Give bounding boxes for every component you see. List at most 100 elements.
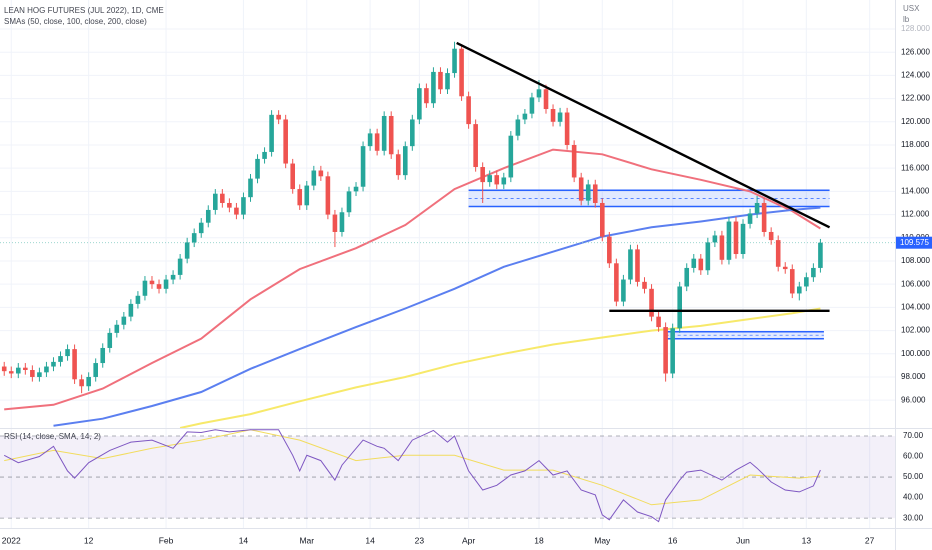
candle-body [332, 214, 338, 232]
candle-body [811, 267, 816, 278]
candle-body [719, 235, 725, 260]
unit-label: lb [903, 15, 910, 24]
y-tick-label: 118.000 [901, 140, 930, 149]
candle-body [782, 266, 788, 270]
x-tick-label: 12 [84, 535, 94, 545]
candle-body [550, 109, 556, 122]
candle-body [367, 133, 373, 147]
chart-subtitle: SMAs (50, close, 100, close, 200, close) [4, 17, 147, 26]
candle-body [761, 202, 767, 232]
candle-body [114, 324, 120, 333]
y-tick-label: 120.000 [901, 117, 930, 126]
candle-body [663, 327, 668, 374]
candle-body [621, 279, 626, 302]
labels: LEAN HOG FUTURES (JUL 2022), 1D, CME SMA… [2, 4, 932, 545]
y-tick-label: 116.000 [901, 163, 930, 172]
candle-body [283, 119, 288, 164]
candle-body [93, 363, 98, 377]
candle-body [402, 146, 408, 176]
candle-body [353, 186, 359, 192]
candle-body [684, 267, 690, 287]
candle-body [346, 191, 352, 213]
y-tick-label: 114.000 [901, 186, 930, 195]
candle-body [804, 277, 809, 287]
candle-body [452, 48, 457, 74]
candle-body [318, 170, 324, 177]
candle-body [107, 332, 113, 348]
candle-body [395, 154, 401, 176]
candle-body [170, 274, 176, 280]
candle-body [290, 163, 296, 190]
line-series [3, 429, 821, 523]
candle-body [100, 347, 106, 364]
candle-body [670, 328, 675, 374]
candle-body [522, 113, 528, 120]
candle-body [30, 370, 35, 377]
candle-body [487, 175, 493, 183]
candle-body [58, 356, 63, 362]
x-tick-label: Mar [299, 535, 314, 545]
candle-body [585, 184, 591, 201]
candle-body [438, 71, 443, 90]
x-tick-label: 14 [239, 535, 249, 545]
x-tick-label: 13 [802, 535, 812, 545]
candle-body [15, 367, 21, 374]
x-tick-label: May [594, 535, 611, 545]
candle-body [775, 240, 781, 267]
candle-body [508, 135, 514, 178]
candle-body [698, 258, 704, 271]
candle-body [121, 316, 127, 325]
candle-body [642, 281, 647, 289]
line-series [179, 307, 821, 428]
y-tick-label: 106.000 [901, 279, 930, 288]
candle-body [44, 366, 49, 373]
y-tick-label: 112.000 [901, 210, 930, 219]
x-tick-label: Feb [159, 535, 174, 545]
candle-body [747, 213, 753, 224]
candle-body [191, 233, 197, 243]
candle-body [374, 133, 380, 151]
candle-body [459, 48, 464, 97]
candle-body [220, 193, 225, 203]
y-tick-label: 96.000 [901, 395, 926, 404]
candle-body [578, 177, 584, 201]
candle-body [388, 115, 394, 155]
candle-body [234, 207, 239, 215]
x-tick-label: Jun [736, 535, 750, 545]
candle-body [614, 263, 619, 302]
rsi-tick-label: 30.00 [903, 513, 924, 522]
candle-body [494, 175, 500, 185]
last-price-badge [896, 236, 932, 249]
candle-body [304, 185, 310, 206]
candle-body [1, 366, 7, 372]
candle-body [501, 177, 507, 185]
unit-label: USX [903, 4, 920, 13]
candle-body [381, 115, 387, 151]
candle-body [677, 286, 682, 329]
last-price-label: 109.575 [900, 238, 929, 247]
candle-body [142, 280, 148, 296]
candle-body [797, 286, 802, 294]
candle-body [466, 96, 471, 125]
y-tick-label: 122.000 [901, 94, 930, 103]
y-tick-label: 128.000 [901, 24, 930, 33]
candle-body [635, 249, 640, 282]
candle-body [79, 379, 84, 387]
candle-body [712, 235, 718, 243]
candle-body [515, 119, 521, 136]
x-tick-label: 23 [415, 535, 425, 545]
x-tick-label: 16 [668, 535, 678, 545]
candle-body [480, 167, 485, 183]
y-tick-label: 100.000 [901, 349, 930, 358]
candle-body [754, 202, 760, 214]
rsi-tick-label: 70.00 [903, 431, 924, 440]
x-tick-label: 2022 [2, 535, 21, 545]
candle-body [156, 284, 162, 289]
rsi-pane [0, 429, 895, 523]
candle-body [445, 73, 450, 90]
candle-body [213, 193, 218, 210]
rsi-label: RSI (14, close, SMA, 14, 2) [4, 432, 101, 441]
